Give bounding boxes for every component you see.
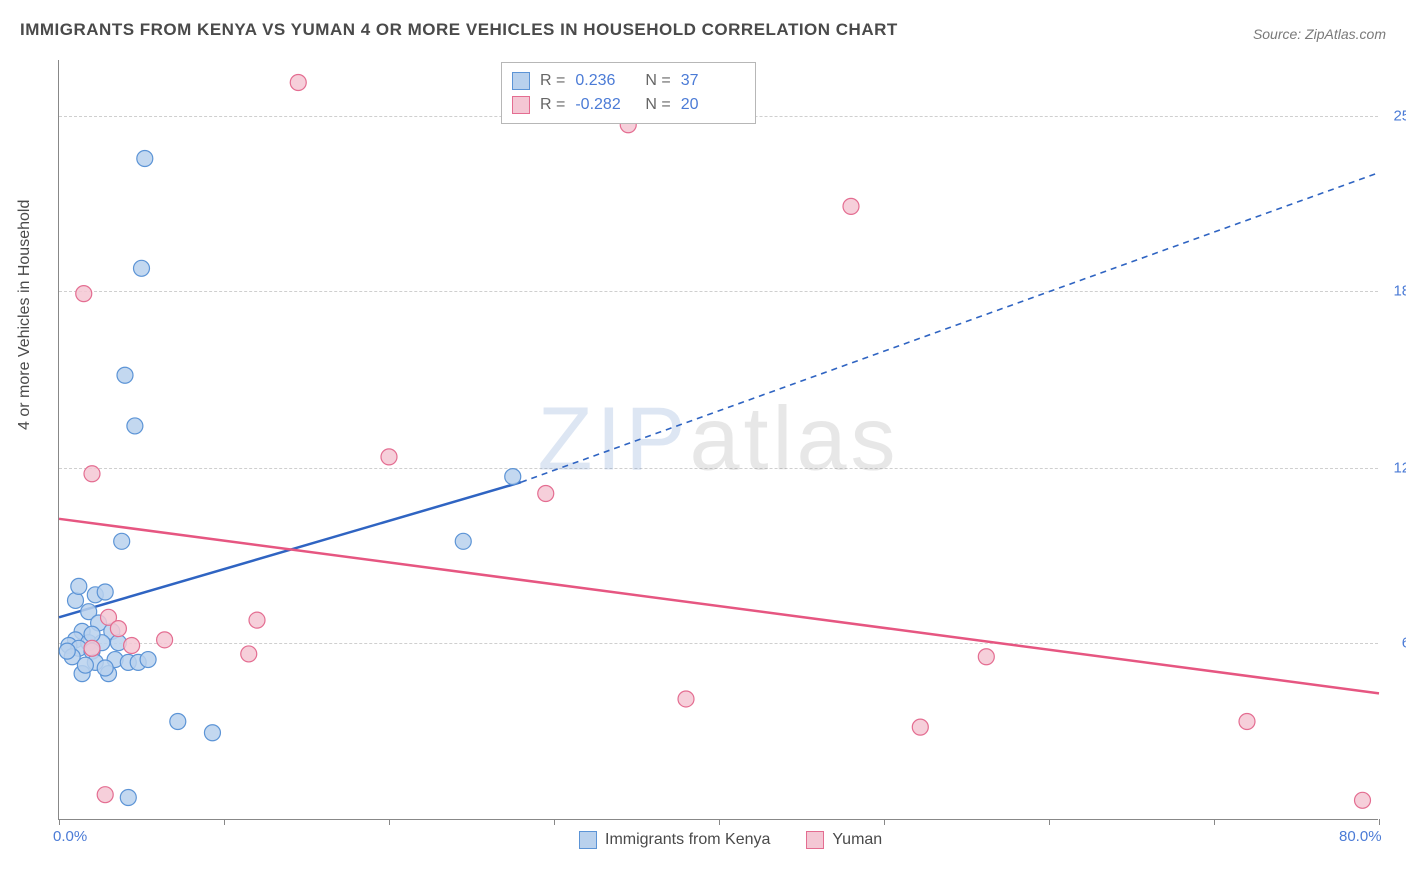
x-tick-mark	[389, 819, 390, 825]
r-label: R =	[540, 96, 565, 114]
x-tick-mark	[1214, 819, 1215, 825]
r-value-yuman: -0.282	[575, 96, 635, 114]
x-tick-mark	[719, 819, 720, 825]
legend-item-yuman: Yuman	[806, 831, 882, 849]
scatter-point	[127, 418, 143, 434]
swatch-yuman-icon	[806, 831, 824, 849]
n-label: N =	[645, 72, 670, 90]
legend-stats-box: R = 0.236 N = 37 R = -0.282 N = 20	[501, 62, 756, 124]
scatter-point	[77, 657, 93, 673]
scatter-point	[978, 649, 994, 665]
scatter-point	[110, 621, 126, 637]
swatch-kenya-icon	[579, 831, 597, 849]
scatter-point	[140, 652, 156, 668]
scatter-point	[241, 646, 257, 662]
scatter-point	[76, 286, 92, 302]
scatter-point	[97, 787, 113, 803]
scatter-point	[249, 612, 265, 628]
scatter-point	[505, 469, 521, 485]
scatter-point	[455, 533, 471, 549]
scatter-point	[84, 640, 100, 656]
x-tick-label: 0.0%	[53, 828, 87, 845]
y-axis-title: 4 or more Vehicles in Household	[16, 200, 34, 430]
r-value-kenya: 0.236	[575, 72, 635, 90]
scatter-point	[117, 367, 133, 383]
scatter-point	[134, 260, 150, 276]
y-tick-label: 12.5%	[1386, 460, 1406, 477]
scatter-point	[170, 713, 186, 729]
legend-label-yuman: Yuman	[832, 831, 882, 849]
x-tick-label: 80.0%	[1339, 828, 1382, 845]
scatter-point	[290, 75, 306, 91]
scatter-point	[538, 485, 554, 501]
scatter-point	[124, 637, 140, 653]
scatter-point	[71, 578, 87, 594]
r-label: R =	[540, 72, 565, 90]
n-value-kenya: 37	[681, 72, 741, 90]
scatter-point	[59, 643, 75, 659]
y-tick-label: 6.3%	[1386, 634, 1406, 651]
scatter-point	[137, 151, 153, 167]
scatter-point	[381, 449, 397, 465]
scatter-point	[68, 592, 84, 608]
scatter-point	[843, 198, 859, 214]
swatch-yuman	[512, 96, 530, 114]
x-tick-mark	[1049, 819, 1050, 825]
chart-source: Source: ZipAtlas.com	[1253, 26, 1386, 42]
scatter-point	[204, 725, 220, 741]
x-tick-mark	[884, 819, 885, 825]
x-tick-mark	[554, 819, 555, 825]
scatter-point	[1355, 792, 1371, 808]
x-tick-mark	[1379, 819, 1380, 825]
correlation-chart: IMMIGRANTS FROM KENYA VS YUMAN 4 OR MORE…	[0, 0, 1406, 892]
legend-row-yuman: R = -0.282 N = 20	[512, 93, 741, 117]
scatter-point	[1239, 713, 1255, 729]
scatter-point	[84, 466, 100, 482]
plot-area: ZIPatlas R = 0.236 N = 37 R = -0.282 N =…	[58, 60, 1378, 820]
chart-title: IMMIGRANTS FROM KENYA VS YUMAN 4 OR MORE…	[20, 20, 898, 40]
bottom-legend: Immigrants from Kenya Yuman	[579, 831, 882, 849]
n-label: N =	[645, 96, 670, 114]
scatter-point	[678, 691, 694, 707]
scatter-point	[97, 584, 113, 600]
legend-item-kenya: Immigrants from Kenya	[579, 831, 770, 849]
scatter-point	[912, 719, 928, 735]
legend-row-kenya: R = 0.236 N = 37	[512, 69, 741, 93]
swatch-kenya	[512, 72, 530, 90]
trend-line	[59, 519, 1379, 694]
x-tick-mark	[224, 819, 225, 825]
scatter-point	[97, 660, 113, 676]
scatter-point	[120, 789, 136, 805]
scatter-plot	[59, 60, 1378, 819]
n-value-yuman: 20	[681, 96, 741, 114]
legend-label-kenya: Immigrants from Kenya	[605, 831, 770, 849]
y-tick-label: 18.8%	[1386, 282, 1406, 299]
trend-line-dashed	[521, 173, 1379, 483]
scatter-point	[157, 632, 173, 648]
scatter-point	[114, 533, 130, 549]
y-tick-label: 25.0%	[1386, 108, 1406, 125]
x-tick-mark	[59, 819, 60, 825]
